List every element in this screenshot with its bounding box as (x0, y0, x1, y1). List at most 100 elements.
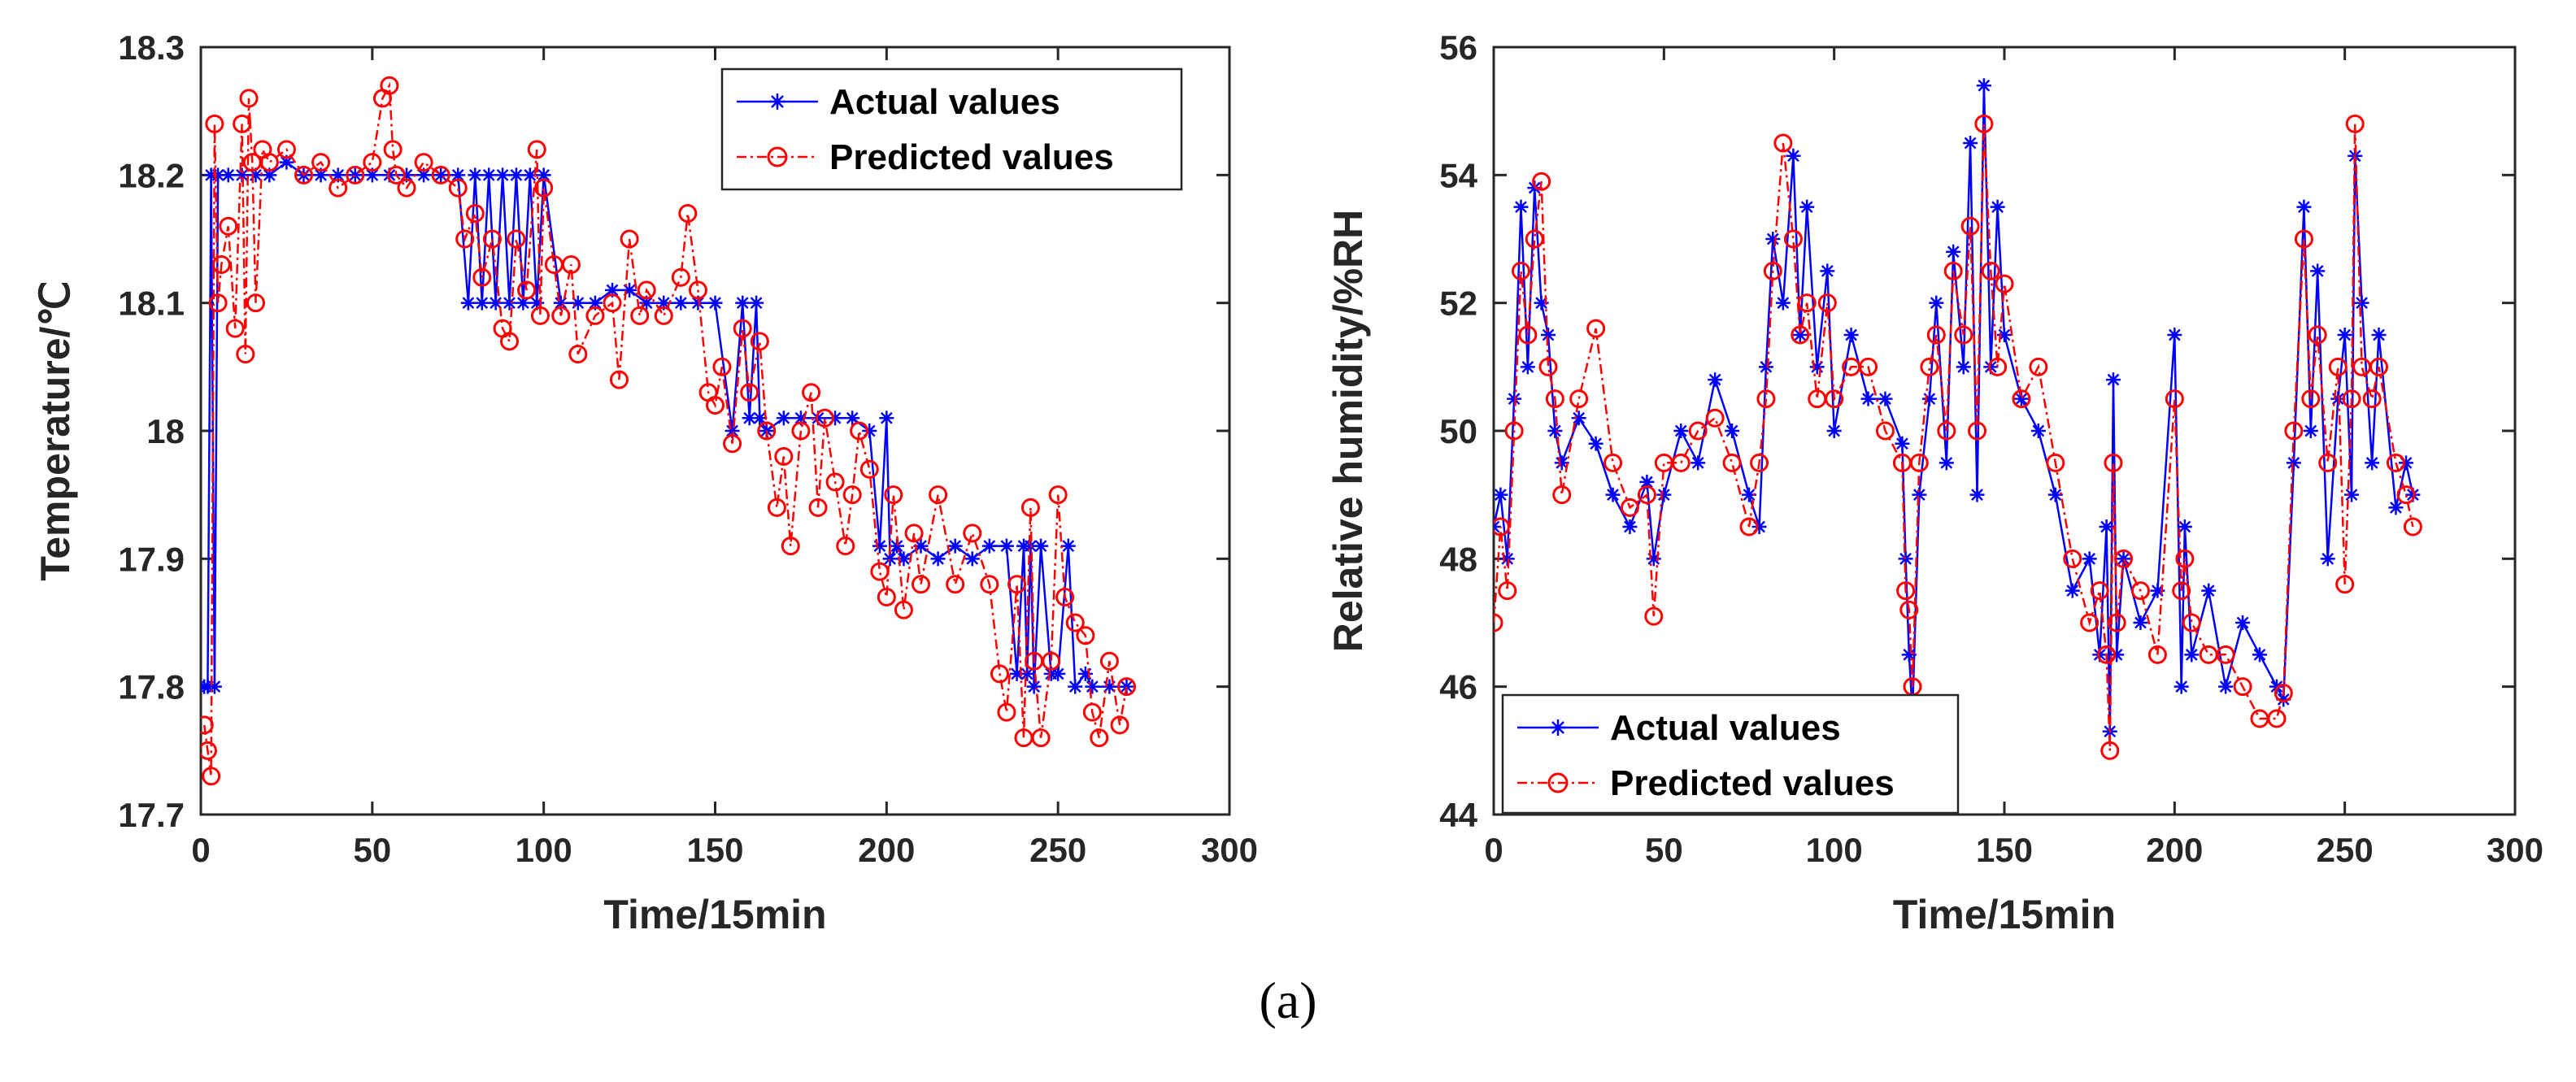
actual-point (2303, 424, 2318, 438)
legend-label: Actual values (1610, 708, 1841, 748)
predicted-point (781, 537, 800, 556)
predicted-point (2342, 389, 2361, 409)
predicted-point (609, 370, 629, 389)
predicted-point (1082, 702, 1102, 722)
predicted-point (455, 229, 475, 249)
actual-point (1751, 519, 1767, 534)
y-axis-label: Relative humidity/%RH (1325, 210, 1371, 653)
x-tick-label: 200 (2146, 831, 2203, 869)
actual-point (1020, 666, 1035, 681)
predicted-point (620, 229, 639, 249)
predicted-point (568, 345, 588, 364)
actual-point (1708, 372, 1723, 388)
predicted-point (1532, 172, 1551, 191)
legend-box (720, 67, 1183, 191)
predicted-point (1705, 408, 1725, 428)
predicted-point (2345, 114, 2365, 133)
predicted-point (465, 204, 485, 224)
x-tick-label: 300 (1201, 831, 1258, 869)
actual-point (2030, 424, 2046, 438)
predicted-point (1722, 453, 1742, 472)
predicted-point (585, 306, 605, 325)
y-tick-label: 17.8 (118, 668, 185, 706)
predicted-point (733, 319, 752, 338)
y-tick-label: 54 (1439, 156, 1477, 194)
actual-point (1540, 328, 1556, 342)
actual-point (1826, 424, 1842, 438)
actual-point (1963, 136, 1978, 150)
x-tick-label: 250 (1029, 831, 1086, 869)
actual-point (433, 167, 449, 183)
predicted-point (530, 306, 550, 325)
actual-point (2388, 500, 2404, 515)
actual-point (2174, 679, 2189, 694)
actual-point (313, 167, 329, 183)
legend-label: Predicted values (1610, 763, 1895, 803)
predicted-point (363, 153, 382, 172)
predicted-point (904, 524, 924, 543)
predicted-point (1504, 421, 1524, 441)
predicted-point (219, 216, 238, 236)
actual-point (2177, 519, 2192, 534)
actual-point (879, 411, 894, 426)
actual-point (1809, 359, 1825, 375)
actual-point (1673, 424, 1689, 438)
temperature-chart: 0 50 100 150 200 250 300 17.7 17.8 17.9 18 18.1 18.2… (33, 28, 1258, 937)
actual-point (2201, 583, 2217, 598)
predicted-point (2107, 613, 2126, 632)
predicted-point (1620, 498, 1639, 517)
actual-point (1026, 679, 1042, 694)
predicted-point (1988, 357, 2008, 376)
actual-point (416, 167, 432, 183)
predicted-point (201, 741, 217, 760)
actual-point (2235, 615, 2251, 630)
actual-point (2276, 692, 2291, 707)
predicted-point (2172, 581, 2191, 601)
actual-point (2099, 519, 2114, 534)
predicted-point (1671, 453, 1690, 472)
actual-point (2405, 487, 2421, 502)
predicted-point (603, 293, 622, 313)
predicted-point (2012, 389, 2031, 409)
x-tick-label: 100 (516, 831, 572, 869)
actual-point (1547, 424, 1563, 438)
actual-point (1009, 666, 1025, 681)
actual-point (2082, 551, 2097, 567)
actual-point (1646, 551, 1661, 567)
predicted-point (472, 267, 492, 287)
actual-point (872, 538, 887, 554)
predicted-point (1042, 651, 1061, 671)
actual-point (2013, 391, 2029, 406)
predicted-point (671, 267, 690, 287)
predicted-point (1007, 575, 1027, 594)
actual-point (508, 167, 524, 183)
predicted-point (767, 498, 786, 517)
actual-point (1513, 199, 1529, 215)
predicted-point (2100, 741, 2120, 760)
predicted-point (1797, 293, 1817, 313)
predicted-point (850, 421, 869, 441)
actual-point (639, 295, 655, 311)
actual-point (516, 295, 531, 311)
actual-point (2218, 679, 2234, 694)
predicted-point (386, 165, 406, 185)
actual-point (673, 295, 689, 311)
actual-point (2167, 328, 2182, 342)
actual-point (481, 167, 497, 183)
actual-point (1119, 679, 1134, 694)
y-tick-label: 56 (1439, 28, 1477, 67)
predicted-point (2175, 549, 2195, 568)
predicted-point (2403, 517, 2422, 537)
plot-area (1492, 46, 2517, 816)
y-tick-label: 18 (146, 412, 185, 450)
actual-point (2092, 647, 2108, 663)
actual-point (2065, 583, 2080, 598)
actual-point (2109, 647, 2125, 663)
actual-point (1499, 551, 1515, 567)
predicted-point (654, 306, 673, 325)
actual-point (1639, 474, 1655, 489)
actual-point (882, 551, 898, 567)
predicted-point (706, 396, 724, 415)
predicted-point (2308, 325, 2327, 345)
